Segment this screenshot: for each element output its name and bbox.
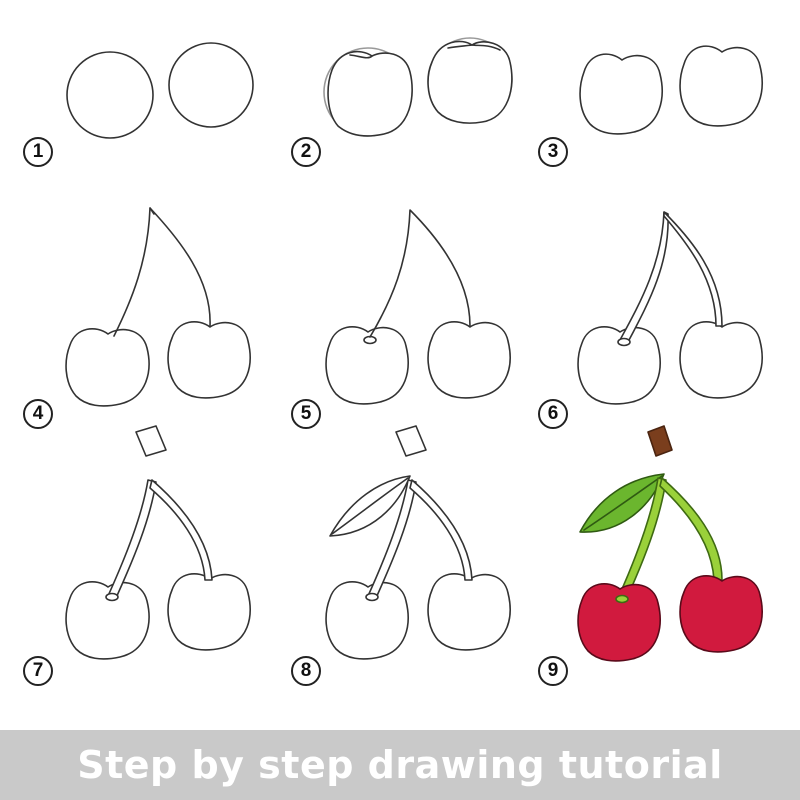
leaf-vein — [583, 475, 663, 531]
step-number-3: 3 — [538, 137, 568, 167]
cherry-left-shape — [65, 327, 150, 407]
cherry-right-dimple — [447, 44, 501, 51]
stem-lines — [113, 207, 211, 337]
step-8-drawing — [325, 425, 511, 660]
step-1-drawing — [66, 42, 254, 139]
step-number-6: 6 — [538, 399, 568, 429]
cherry-right-shape — [167, 572, 251, 651]
step-number-4: 4 — [23, 399, 53, 429]
step-number-2: 2 — [291, 137, 321, 167]
stem-tip — [149, 207, 155, 215]
cherry-left-dimple — [349, 54, 373, 59]
cherry-left-circle — [66, 51, 154, 139]
cherry-left-shape — [65, 580, 150, 660]
stem-right — [149, 479, 213, 581]
step-number-1: 1 — [23, 137, 53, 167]
cherry-right-circle — [168, 42, 254, 128]
stem-end-cap — [395, 425, 427, 457]
stem-left — [367, 479, 417, 599]
cherry-left-shape — [577, 325, 661, 405]
step-number-8: 8 — [291, 656, 321, 686]
stem-left — [617, 477, 667, 601]
step-9-drawing — [577, 425, 763, 662]
stem-socket — [617, 337, 631, 347]
step-number-7: 7 — [23, 656, 53, 686]
title-banner: Step by step drawing tutorial — [0, 730, 800, 800]
stem-left — [619, 211, 669, 343]
stem-socket — [105, 592, 119, 602]
stem-right — [663, 211, 723, 327]
cherry-right-shape — [427, 572, 511, 651]
step-7-drawing — [65, 425, 251, 660]
step-4-drawing — [65, 207, 251, 407]
cherry-left-shape — [325, 325, 409, 405]
cherry-left-shape — [325, 580, 409, 660]
cherry-left-red — [577, 582, 661, 662]
leaf-vein — [331, 477, 409, 535]
step-6-drawing — [577, 211, 763, 405]
stem-cap-brown — [647, 425, 673, 457]
step-3-drawing — [579, 45, 763, 135]
cherry-right-shape — [427, 40, 513, 124]
stem-socket — [615, 594, 629, 604]
cherry-right-shape — [679, 45, 763, 127]
cherry-right-shape — [679, 320, 763, 399]
cherry-right-shape — [427, 320, 511, 399]
stem-socket — [365, 592, 379, 602]
step-2-drawing — [323, 37, 513, 137]
banner-title: Step by step drawing tutorial — [77, 743, 723, 787]
cherry-left-shape — [579, 53, 663, 135]
step-number-5: 5 — [291, 399, 321, 429]
stem-lines — [369, 209, 471, 338]
cherry-left-shape — [327, 50, 413, 137]
stem-right — [659, 477, 723, 581]
cherry-right-shape — [167, 320, 251, 399]
stem-end-cap — [135, 425, 167, 457]
stem-left — [107, 479, 157, 599]
step-number-9: 9 — [538, 656, 568, 686]
step-5-drawing — [325, 209, 511, 405]
cherry-right-red — [679, 574, 763, 653]
stem-right — [409, 479, 473, 581]
